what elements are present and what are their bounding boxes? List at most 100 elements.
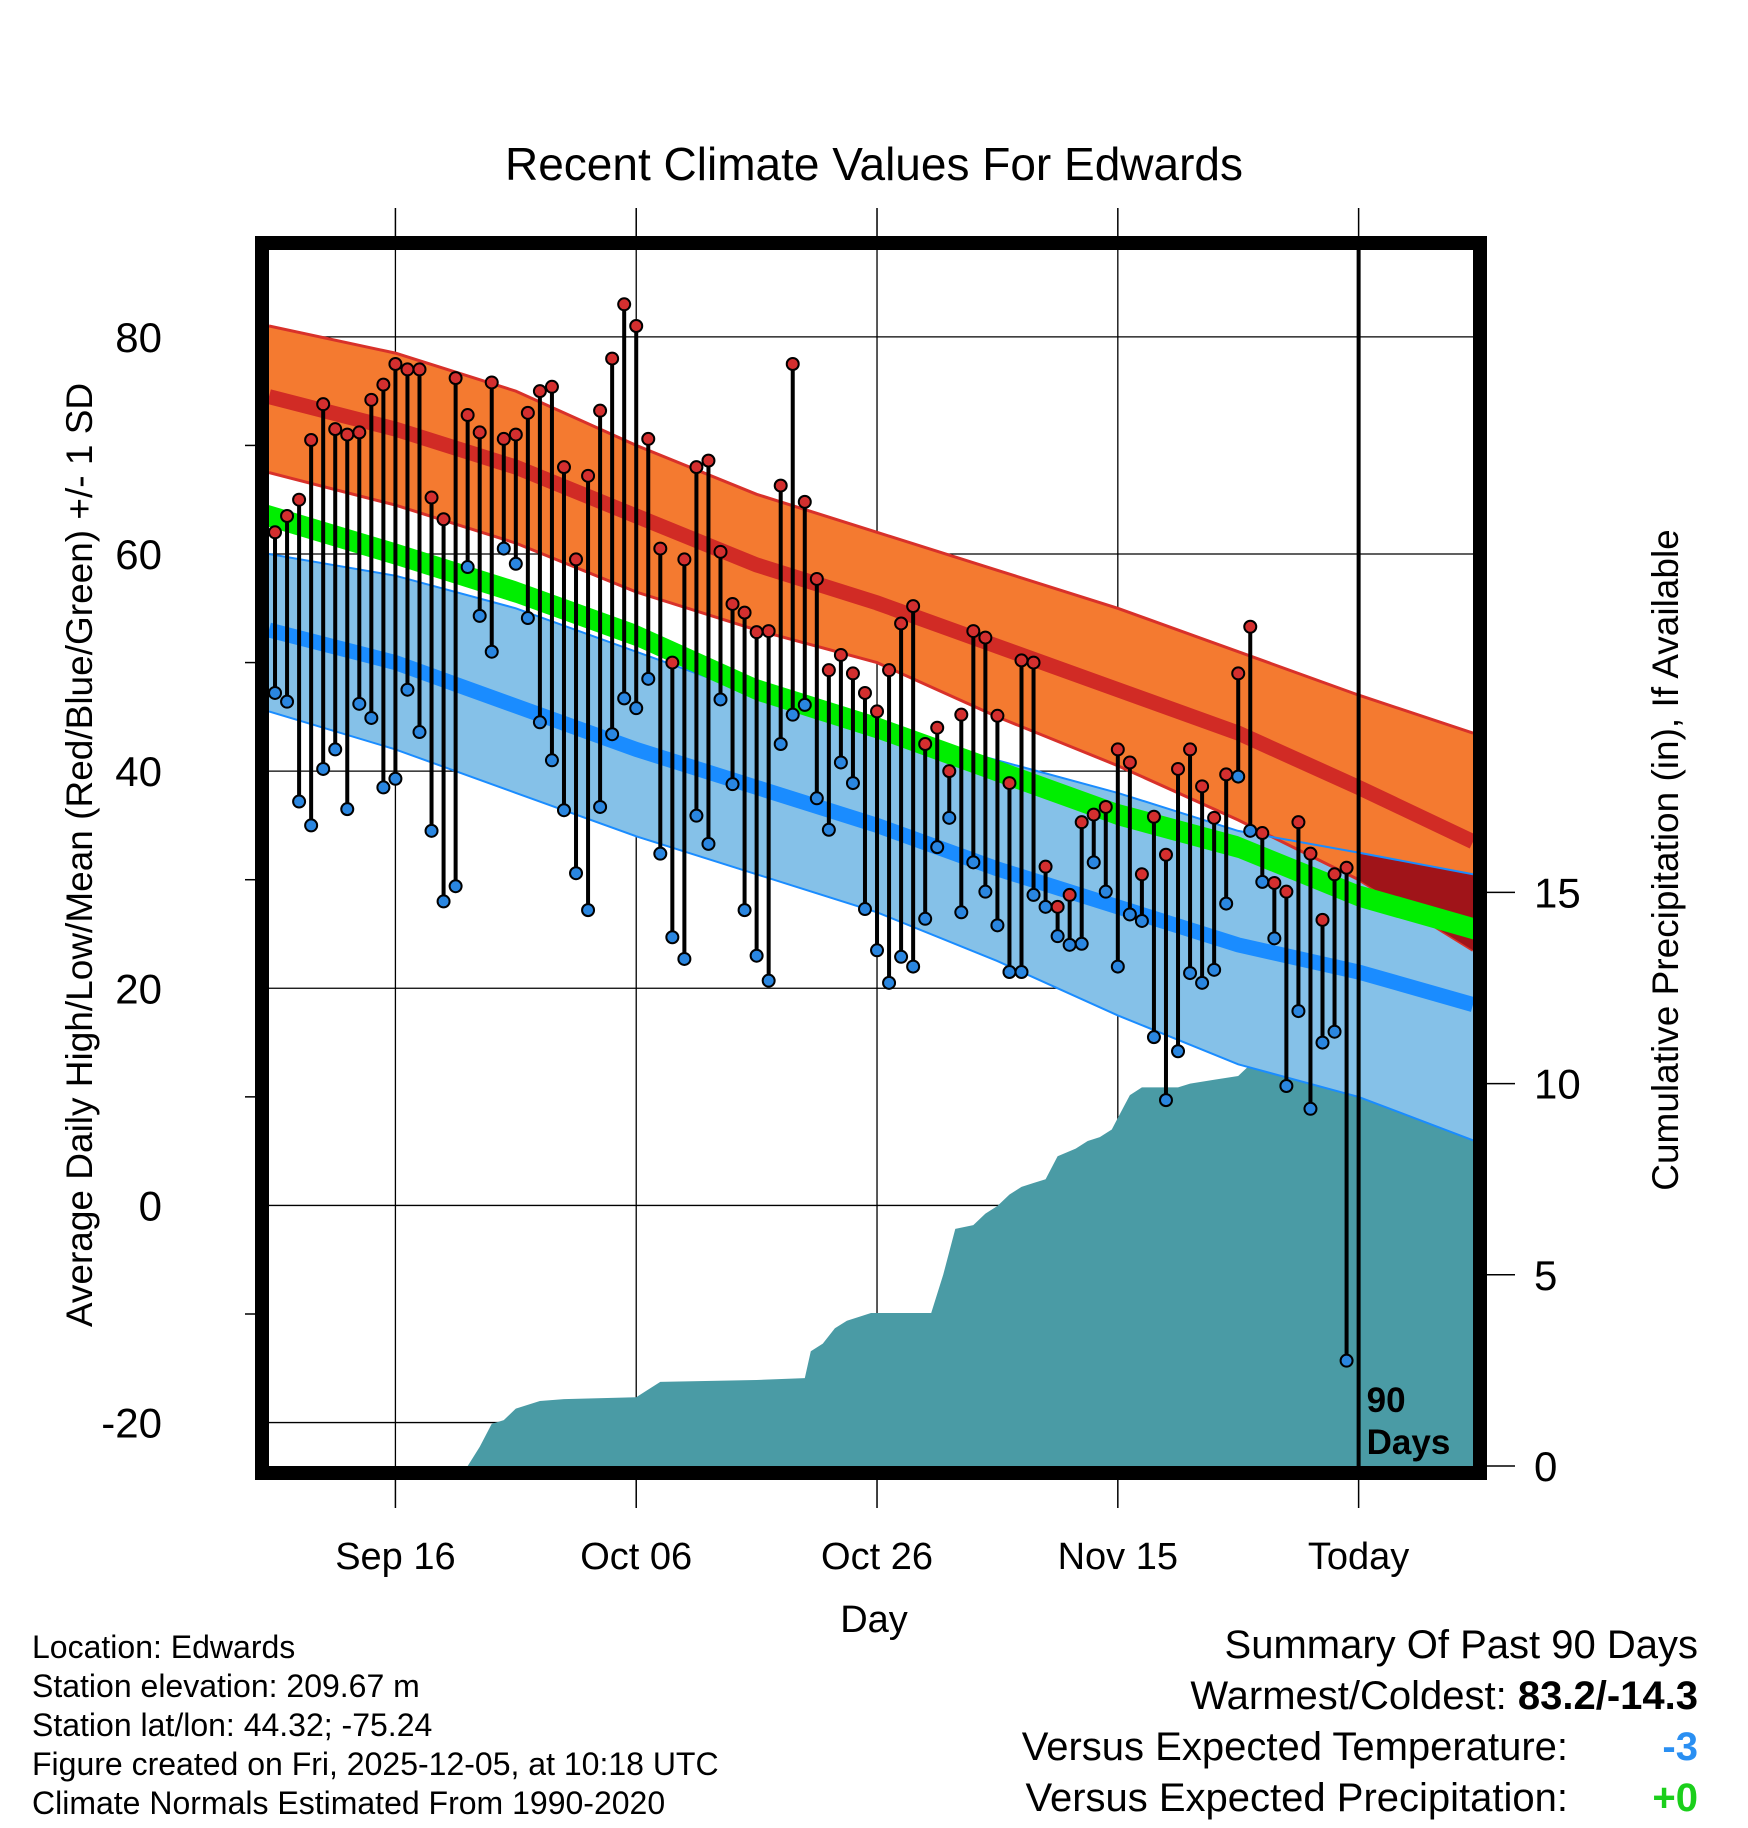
daily-high-point xyxy=(340,427,355,442)
x-axis-label: Day xyxy=(840,1599,908,1641)
daily-low-point xyxy=(978,884,993,899)
precip-compare-label: Versus Expected Precipitation: xyxy=(1025,1776,1568,1820)
daily-low-point xyxy=(677,951,692,966)
y-tick-label: 60 xyxy=(115,531,162,578)
daily-low-point xyxy=(1014,965,1029,979)
daily-high-point xyxy=(269,525,283,540)
x-tick-label: Nov 15 xyxy=(1058,1536,1178,1578)
daily-high-point xyxy=(424,490,439,505)
daily-high-point xyxy=(1014,653,1029,668)
daily-low-point xyxy=(569,866,584,881)
daily-low-point xyxy=(1171,1044,1186,1059)
y2-tick-label: 10 xyxy=(1534,1061,1581,1108)
daily-low-point xyxy=(1243,823,1258,838)
daily-low-point xyxy=(1086,855,1101,870)
x-tick-label: Today xyxy=(1308,1536,1409,1578)
daily-low-point xyxy=(508,556,523,571)
daily-low-point xyxy=(280,694,295,709)
daily-high-point xyxy=(737,605,752,620)
daily-high-point xyxy=(400,362,415,377)
y2-tick-label: 5 xyxy=(1534,1252,1557,1299)
daily-low-point xyxy=(1158,1093,1173,1108)
daily-low-point xyxy=(966,855,981,870)
daily-low-point xyxy=(785,707,800,722)
daily-low-point xyxy=(1146,1030,1161,1045)
daily-low-point xyxy=(1327,1024,1342,1039)
daily-low-point xyxy=(1062,937,1077,952)
daily-high-point xyxy=(677,552,692,567)
daily-low-point xyxy=(713,692,728,707)
daily-high-point xyxy=(653,541,668,556)
daily-low-point xyxy=(1279,1079,1294,1093)
daily-high-point xyxy=(436,512,451,527)
y2-tick-label: 0 xyxy=(1534,1443,1557,1490)
daily-low-point xyxy=(605,727,620,742)
y-axis-label: Average Daily High/Low/Mean (Red/Blue/Gr… xyxy=(59,383,100,1327)
daily-low-point xyxy=(1026,887,1041,902)
daily-low-point xyxy=(1110,959,1125,974)
daily-low-point xyxy=(845,776,860,791)
daily-high-point xyxy=(520,405,535,420)
daily-high-point xyxy=(906,599,921,614)
daily-high-point xyxy=(930,720,945,735)
daily-low-point xyxy=(725,777,740,792)
daily-low-point xyxy=(1038,899,1053,914)
daily-high-point xyxy=(870,704,885,719)
daily-low-point xyxy=(1255,874,1270,889)
daily-high-point xyxy=(1267,875,1282,890)
daily-high-point xyxy=(316,397,331,412)
daily-high-point xyxy=(713,544,728,559)
daily-low-point xyxy=(496,541,511,556)
daily-low-point xyxy=(1219,896,1234,911)
daily-high-point xyxy=(1098,799,1113,814)
daily-high-point xyxy=(882,663,897,678)
daily-high-point xyxy=(484,375,499,390)
daily-high-point xyxy=(460,408,475,423)
daily-high-point xyxy=(472,425,487,440)
daily-low-point xyxy=(857,902,872,917)
daily-low-point xyxy=(930,840,945,855)
daily-high-point xyxy=(1207,810,1222,825)
daily-high-point xyxy=(1074,815,1089,830)
x-tick-label: Oct 06 xyxy=(580,1536,692,1578)
daily-high-point xyxy=(833,647,848,662)
daily-high-point xyxy=(593,403,608,418)
daily-high-point xyxy=(749,625,764,640)
daily-low-point xyxy=(809,791,824,806)
daily-high-point xyxy=(1110,742,1125,757)
y2-axis-label: Cumulative Precipitation (in), If Availa… xyxy=(1645,529,1686,1191)
created-text: Figure created on Fri, 2025-12-05, at 10… xyxy=(32,1746,719,1782)
daily-high-point xyxy=(1231,666,1246,681)
daily-high-point xyxy=(1303,846,1318,861)
daily-low-point xyxy=(797,697,812,712)
precip-area xyxy=(269,1011,1473,1466)
daily-high-point xyxy=(1146,809,1161,824)
daily-low-point xyxy=(472,608,487,623)
daily-high-point xyxy=(328,422,343,437)
low-sd-band xyxy=(269,554,1473,1141)
daily-low-point xyxy=(340,802,355,817)
temp-compare-row: Versus Expected Temperature: -3 xyxy=(1022,1722,1698,1773)
daily-low-point xyxy=(364,710,379,725)
daily-high-point xyxy=(857,685,872,700)
daily-low-point xyxy=(376,780,391,795)
daily-high-point xyxy=(942,764,957,779)
daily-low-point xyxy=(1134,913,1149,928)
daily-low-point xyxy=(1315,1035,1330,1050)
daily-high-point xyxy=(1243,619,1258,634)
today-days-label: Days xyxy=(1367,1423,1451,1462)
daily-high-point xyxy=(1122,755,1137,770)
plot-frame xyxy=(255,236,1487,1480)
daily-low-point xyxy=(1303,1101,1318,1116)
daily-low-point xyxy=(304,818,319,833)
daily-high-point xyxy=(388,357,403,371)
daily-low-point xyxy=(328,742,343,757)
y-tick-label: 40 xyxy=(115,748,162,795)
daily-low-point xyxy=(882,975,897,990)
daily-low-point xyxy=(388,771,403,786)
daily-high-point xyxy=(617,297,632,312)
daily-low-point xyxy=(436,894,451,909)
daily-high-point xyxy=(1086,807,1101,822)
